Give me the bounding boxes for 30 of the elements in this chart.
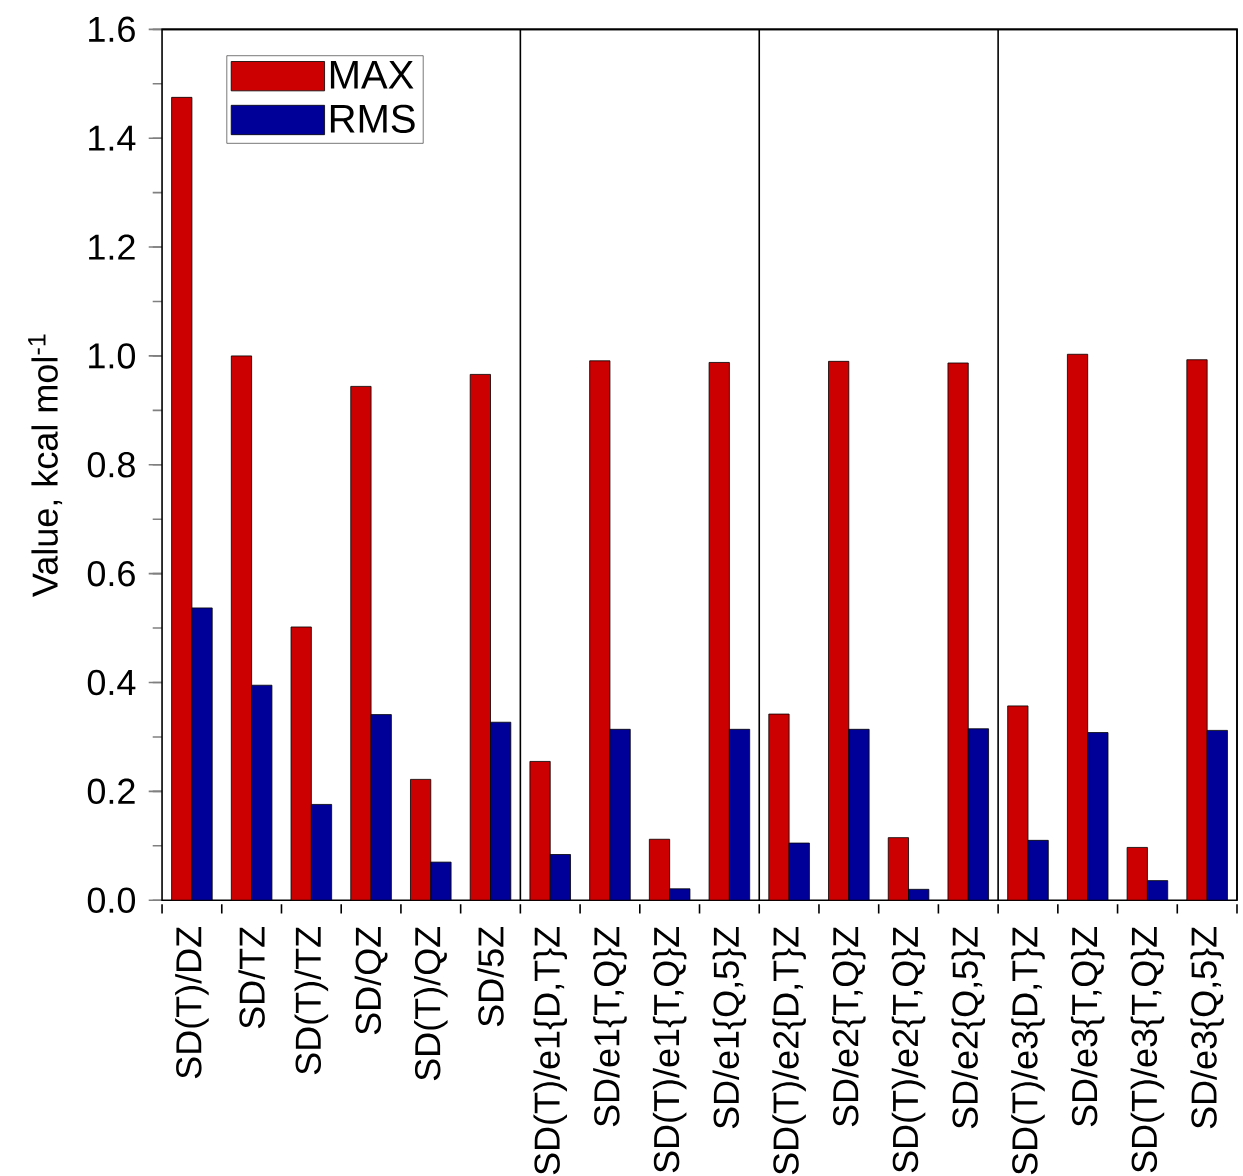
x-tick-label: SD/e1{T,Q}Z	[593, 926, 627, 1127]
x-tick-label: SD(T)/e2{D,T}Z	[772, 926, 806, 1175]
y-tick-label: 1.0	[89, 343, 136, 369]
y-tick-label: 0.0	[87, 887, 136, 913]
x-tick-label: SD(T)/TZ	[294, 926, 329, 1075]
y-tick-label: 0.8	[87, 451, 135, 478]
x-tick-label: SD/e2{T,Q}Z	[832, 926, 866, 1127]
y-tick-label: 0.2	[87, 778, 135, 804]
y-axis-title: Value, kcal mol$^{-1}$	[28, 334, 63, 597]
x-tick-label: SD(T)/e1{D,T}Z	[533, 926, 567, 1175]
x-tick-label: SD(T)/QZ	[414, 926, 448, 1081]
x-tick-label: SD(T)/e3{T,Q}Z	[1130, 926, 1165, 1173]
y-tick-label: 1.2	[89, 234, 135, 260]
y-tick-label: 0.4	[87, 669, 136, 696]
legend-label: MAX	[330, 60, 414, 89]
y-tick-label: 0.6	[87, 560, 135, 587]
y-tick-label: 1.4	[89, 125, 136, 151]
x-tick-label: SD/TZ	[238, 926, 265, 1029]
x-tick-label: SD(T)/e2{T,Q}Z	[891, 926, 926, 1173]
x-tick-label: SD/e3{T,Q}Z	[1070, 926, 1105, 1127]
x-tick-label: SD/e1{Q,5}Z	[712, 926, 747, 1129]
x-tick-label: SD/e3{Q,5}Z	[1190, 926, 1224, 1129]
x-tick-label: SD/5Z	[477, 926, 504, 1027]
x-tick-label: SD/QZ	[354, 926, 388, 1035]
x-tick-label: SD(T)/e1{T,Q}Z	[652, 926, 687, 1173]
x-tick-label: SD(T)/e3{D,T}Z	[1011, 926, 1045, 1175]
x-tick-label: SD(T)/DZ	[175, 926, 209, 1079]
legend-label: RMS	[330, 104, 415, 133]
x-tick-label: SD/e2{Q,5}Z	[951, 926, 986, 1129]
y-tick-label: 1.6	[89, 16, 135, 42]
